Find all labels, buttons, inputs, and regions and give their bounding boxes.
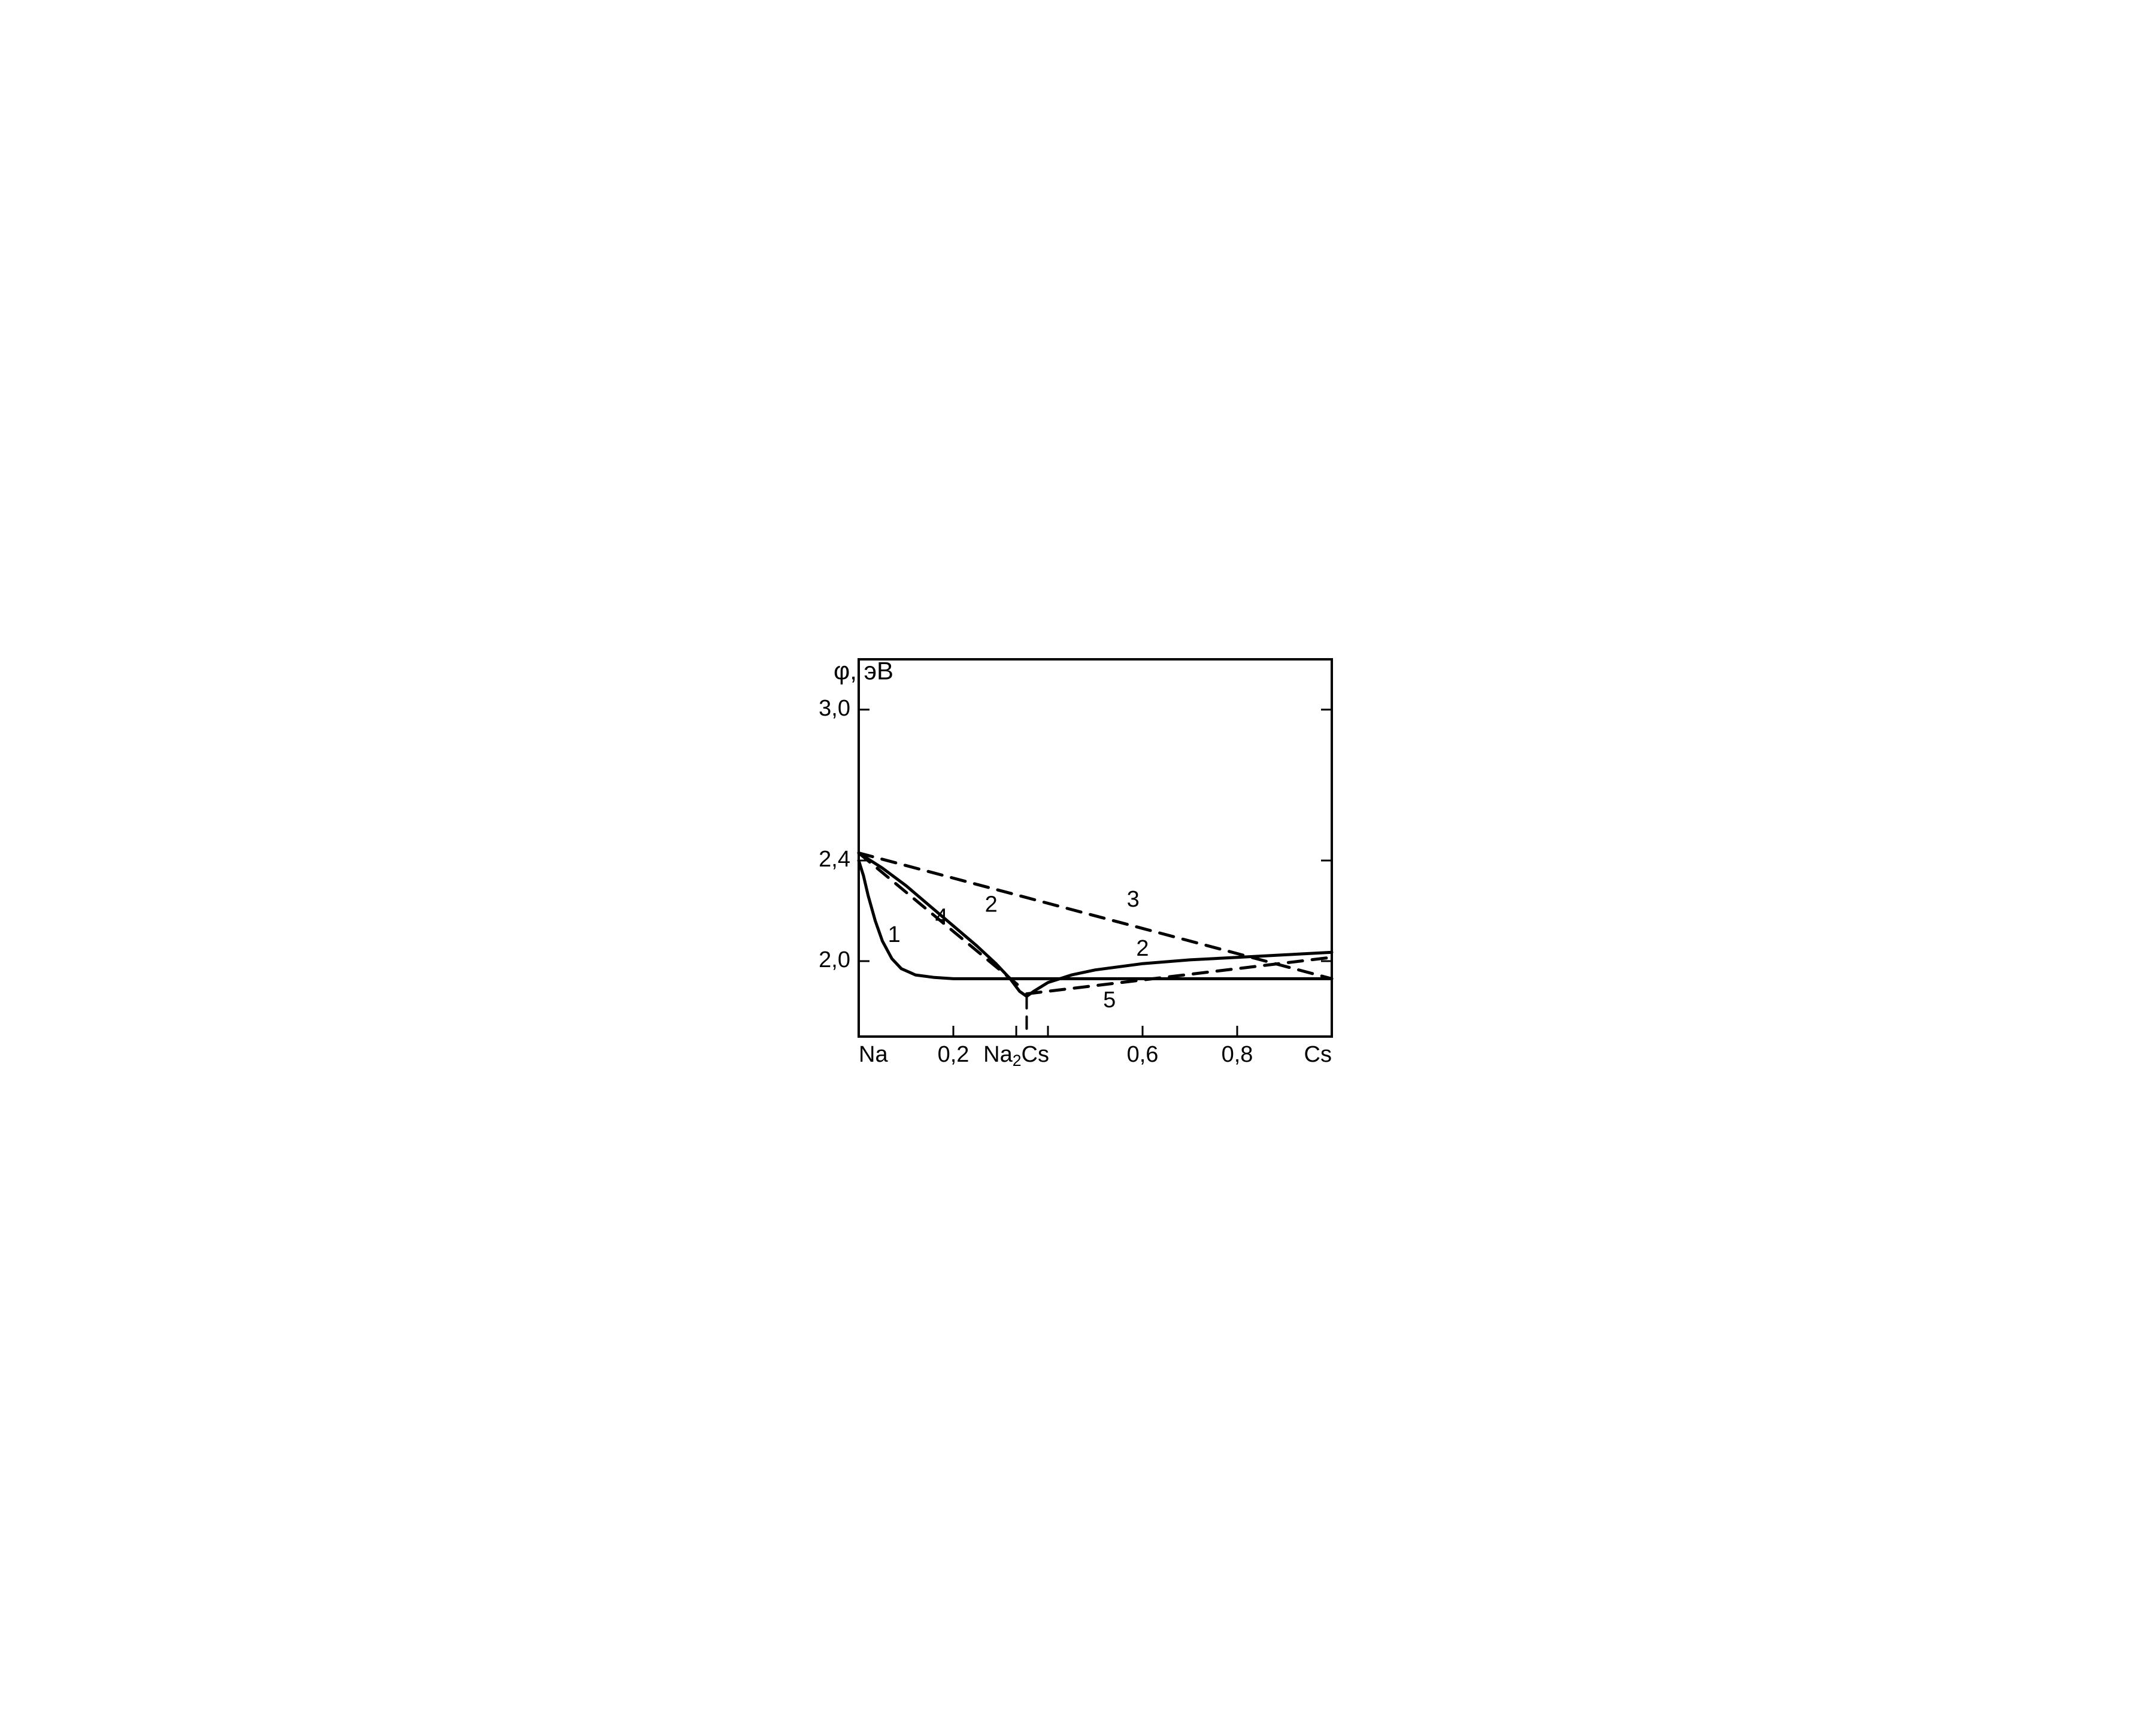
chart-svg: 2,02,43,0Na0,2Na2Cs0,60,8Csφ, эВ123452 [805,650,1344,1086]
chart-background [805,650,1344,1086]
y-tick-label: 2,4 [819,847,850,872]
curve-label-4: 4 [935,905,947,930]
curve-label-2: 2 [984,892,997,917]
curve-label-5: 5 [1103,987,1116,1013]
y-tick-label: 3,0 [819,696,850,721]
x-tick-label: 0,6 [1126,1042,1158,1067]
extra-label: 2 [1136,936,1149,961]
x-tick-label: Cs [1304,1042,1331,1067]
x-tick-label: Na [859,1042,888,1067]
y-tick-label: 2,0 [819,947,850,972]
x-tick-label: 0,8 [1221,1042,1253,1067]
y-axis-title: φ, эВ [834,657,893,685]
chart-figure: 2,02,43,0Na0,2Na2Cs0,60,8Csφ, эВ123452 [805,650,1344,1086]
curve-label-1: 1 [887,922,900,947]
x-tick-label: 0,2 [937,1042,969,1067]
curve-label-3: 3 [1126,887,1139,912]
